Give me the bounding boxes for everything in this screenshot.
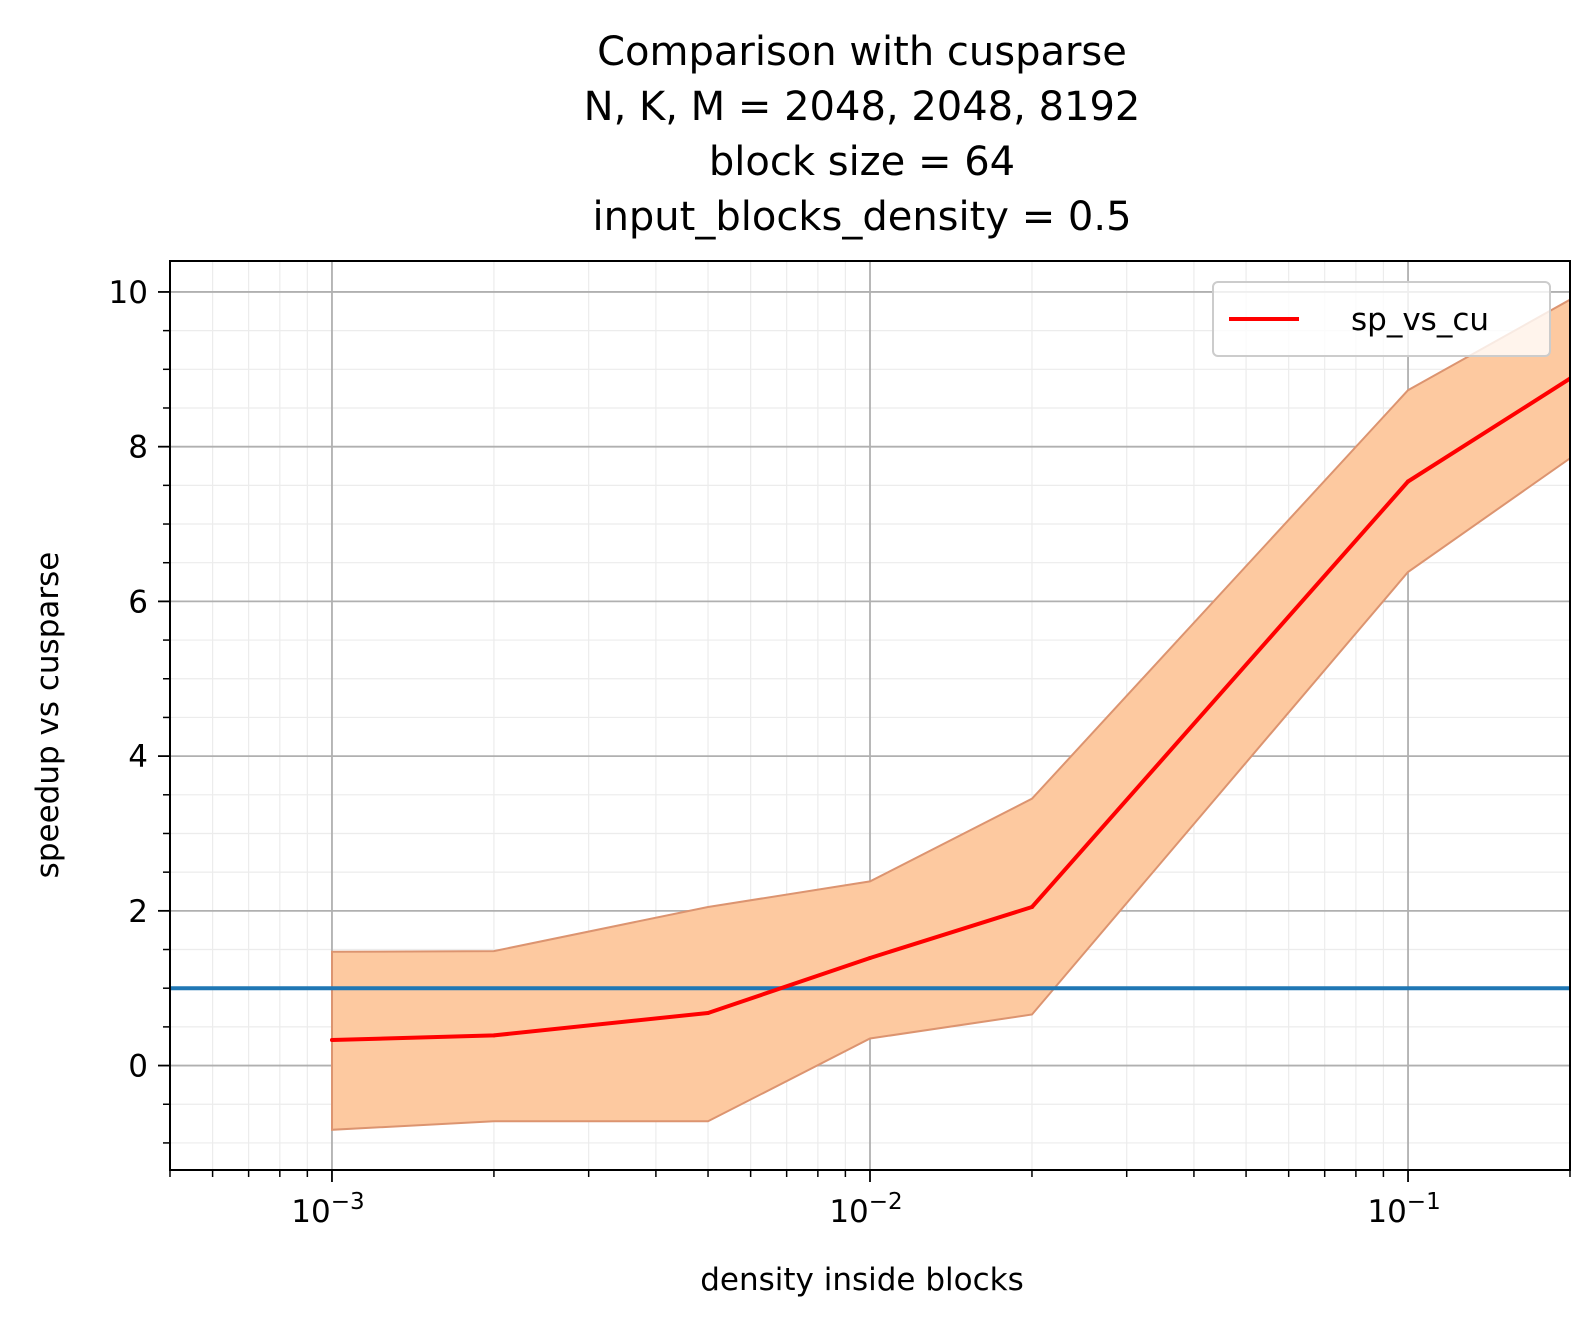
data-point [1406,479,1411,484]
confidence-band [331,298,1570,1131]
y-axis-label: speedup vs cusparse [30,552,66,879]
y-tick-label: 8 [128,430,148,466]
plot-area [170,298,1570,1131]
data-point [868,956,872,961]
y-tick-label: 10 [109,275,148,311]
title-line-4: input_blocks_density = 0.5 [592,194,1131,240]
y-tick-label: 2 [128,894,148,930]
chart-title: Comparison with cusparse N, K, M = 2048,… [584,29,1141,240]
legend: sp_vs_cu [1212,281,1551,357]
y-tick-label: 4 [128,739,148,775]
data-point [1029,904,1034,909]
y-tick-label: 0 [128,1049,148,1085]
data-point [329,1038,334,1043]
y-tick-label: 6 [128,584,148,620]
legend-label: sp_vs_cu [1351,302,1489,338]
data-point [706,1010,711,1015]
data-point [491,1033,496,1038]
title-line-3: block size = 64 [709,139,1015,185]
x-axis-label: density inside blocks [700,1262,1024,1298]
plot-content-clipped [170,298,1570,1131]
x-tick-label: 10−3 [291,1189,364,1230]
x-tick-label: 10−1 [1367,1189,1440,1230]
title-line-1: Comparison with cusparse [597,29,1127,75]
x-tick-label: 10−2 [829,1189,902,1230]
ticks: 10−3 10−2 10−1 0 2 4 6 8 10 [109,275,1571,1230]
title-line-2: N, K, M = 2048, 2048, 8192 [584,84,1141,130]
legend-box [1212,281,1551,357]
